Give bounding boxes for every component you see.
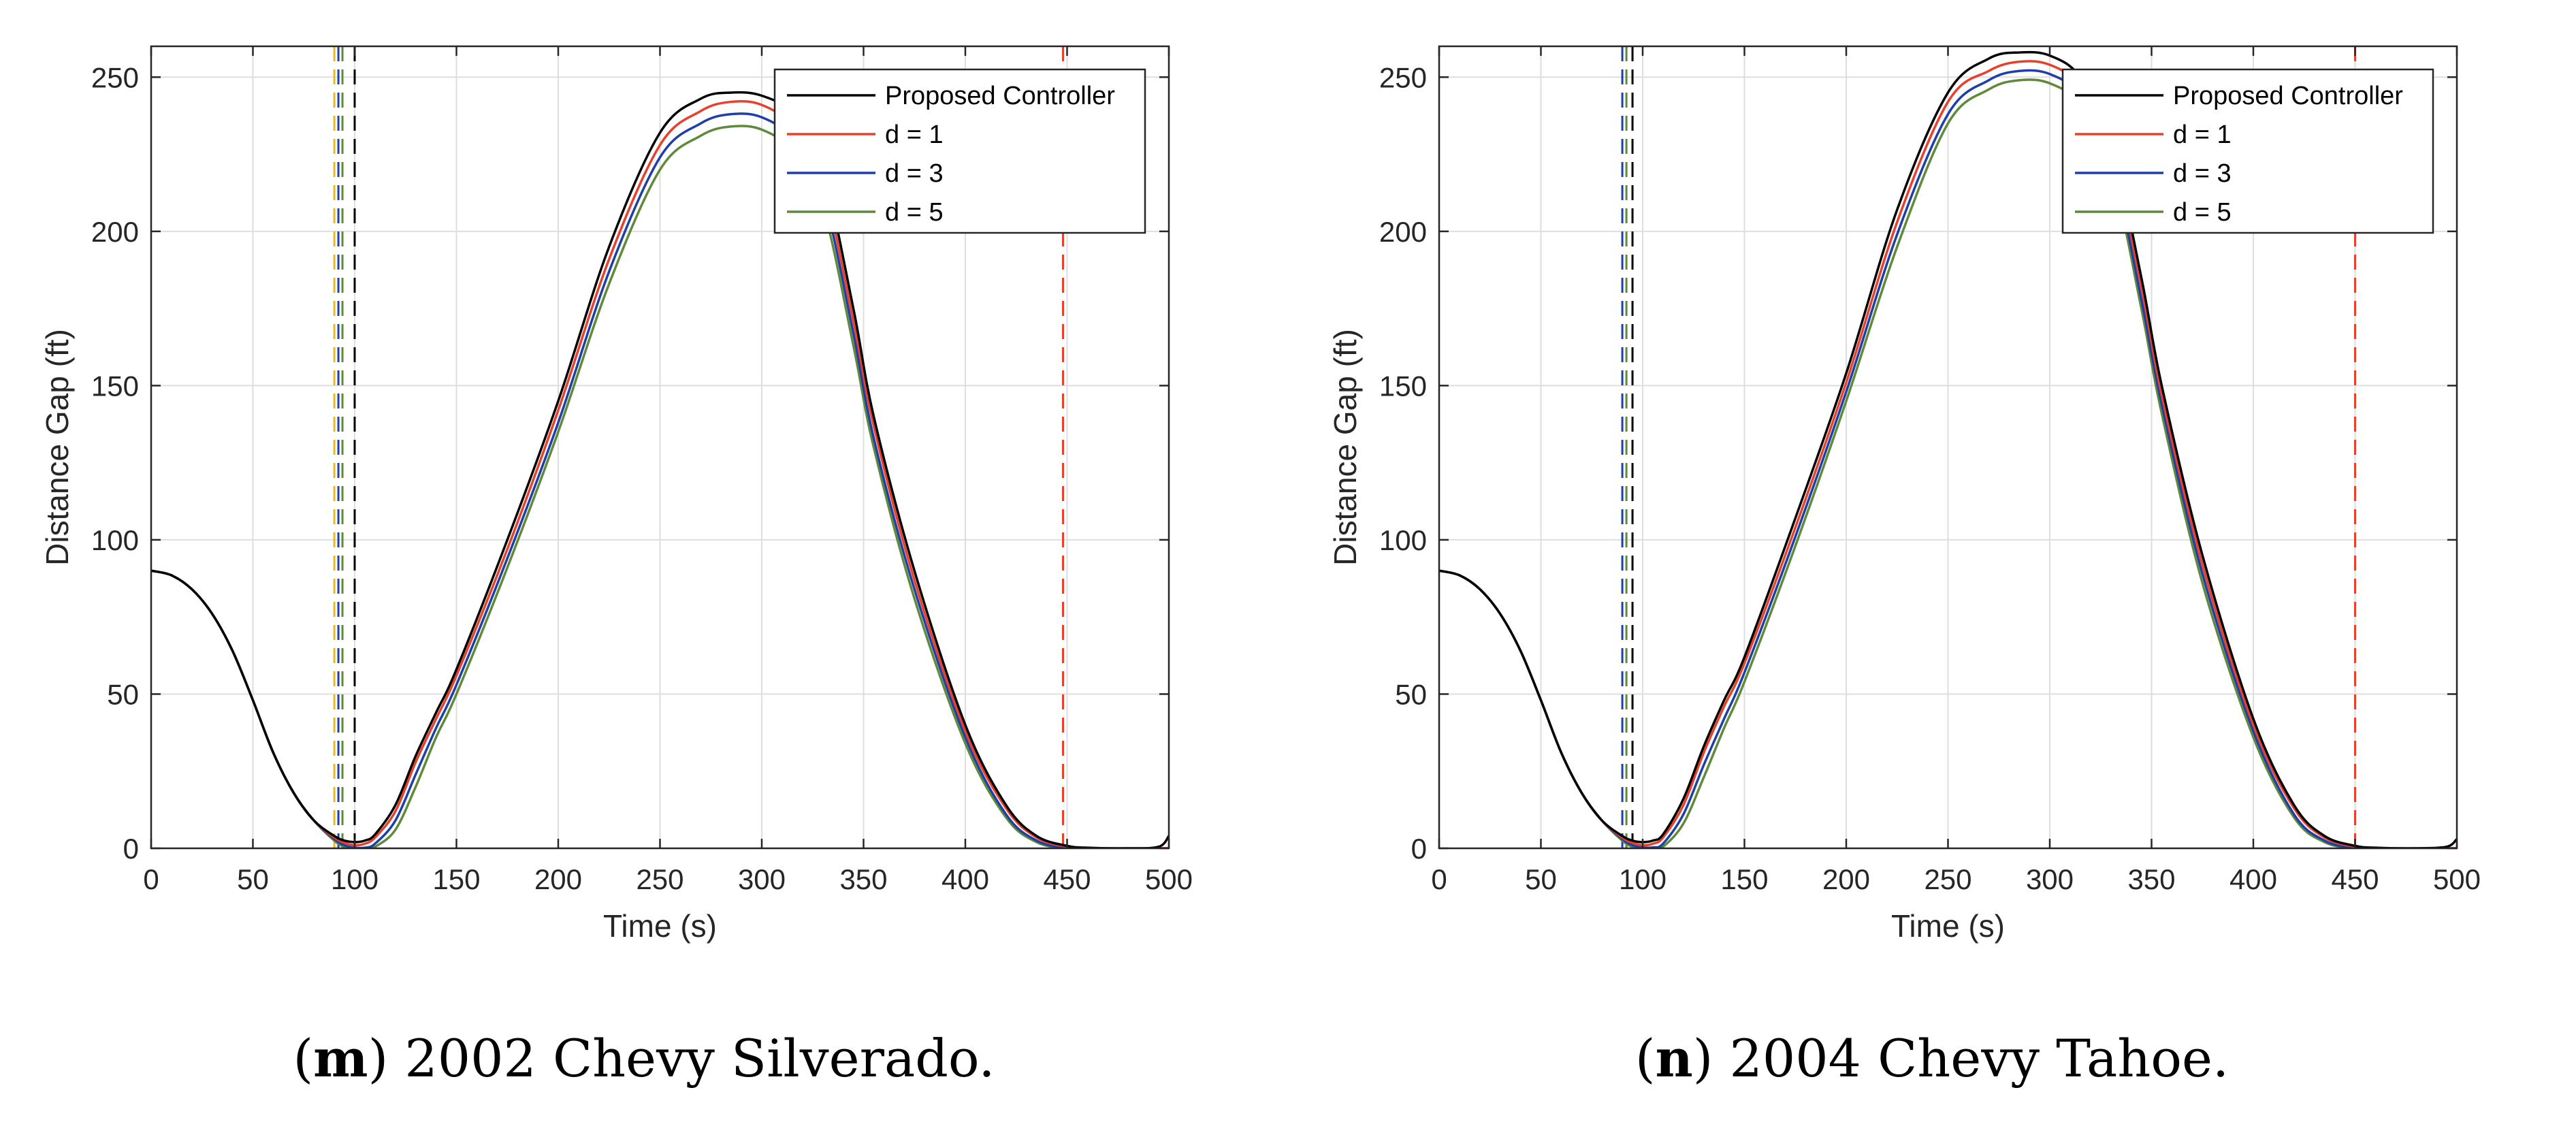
legend-box [2061,68,2434,234]
x-axis-label: Time (s) [603,908,717,944]
caption-text: ) 2004 Chevy Tahoe. [1692,1028,2229,1089]
x-tick-label: 50 [1525,863,1557,895]
legend-entry: Proposed Controller [2173,82,2403,110]
x-tick-label: 100 [331,863,379,895]
y-tick-label: 250 [91,61,139,93]
caption-letter: m [313,1028,368,1089]
caption-letter: n [1655,1028,1693,1089]
chart-panel-n: 0 50 100 150 200 250 300 350 400 450 500 0 50 100 150 2… [1288,0,2576,1122]
y-tick-label: 50 [1395,678,1427,710]
x-tick-label: 350 [839,863,887,895]
legend-entry: d = 5 [2173,198,2232,227]
y-tick-label: 100 [1379,524,1427,556]
x-tick-label: 200 [534,863,582,895]
x-tick-label: 250 [1924,863,1971,895]
x-tick-label: 150 [432,863,480,895]
x-tick-label: 450 [1043,863,1091,895]
x-tick-label: 200 [1822,863,1870,895]
series-line-proposed-controller [1439,50,2457,848]
line-chart-n: 0 50 100 150 200 250 300 350 400 450 500 0 50 100 150 2… [1327,45,2481,944]
x-tick-label: 0 [143,863,159,895]
x-tick-label: 250 [636,863,683,895]
legend-entry: d = 3 [885,159,944,188]
y-axis-label: Distance Gap (ft) [1327,329,1363,566]
line-chart-m: 0 50 100 150 200 250 300 350 400 450 500 0 50 100 150 2… [39,45,1193,944]
chart-panel-m: 0 50 100 150 200 250 300 350 400 450 500 0 50 100 150 2… [39,45,1193,1089]
caption-n: (n) 2004 Chevy Tahoe. [1635,1028,2229,1089]
x-tick-label: 400 [2229,863,2277,895]
series-group [151,91,1169,848]
legend-entry: d = 1 [885,121,944,149]
y-tick-label: 200 [91,216,139,248]
x-tick-label: 450 [2331,863,2379,895]
x-axis-label: Time (s) [1891,908,2005,944]
x-tick-label: 300 [2026,863,2074,895]
caption-text: ) 2002 Chevy Silverado. [368,1028,995,1089]
legend: Proposed Controller d = 1 d = 3 d = 5 [773,68,1146,234]
x-tick-label: 100 [1619,863,1667,895]
legend-entry: d = 3 [2173,159,2232,188]
x-tick-label: 50 [237,863,269,895]
legend-entry: d = 1 [2173,121,2232,149]
caption-m: (m) 2002 Chevy Silverado. [293,1028,995,1089]
x-tick-label: 300 [738,863,786,895]
legend: Proposed Controller d = 1 d = 3 d = 5 [2061,68,2434,234]
y-tick-label: 150 [1379,370,1427,402]
y-axis-label: Distance Gap (ft) [39,329,75,566]
x-tick-label: 150 [1720,863,1768,895]
x-tick-label: 0 [1431,863,1447,895]
x-tick-label: 500 [2433,863,2481,895]
x-tick-label: 400 [941,863,989,895]
y-tick-label: 100 [91,524,139,556]
y-tick-label: 200 [1379,216,1427,248]
y-tick-label: 50 [107,678,139,710]
legend-entry: d = 5 [885,198,944,227]
series-line-proposed-controller [151,91,1169,848]
y-tick-label: 250 [1379,61,1427,93]
y-tick-label: 0 [1411,833,1427,865]
legend-box [773,68,1146,234]
y-tick-label: 150 [91,370,139,402]
y-tick-label: 0 [123,833,139,865]
x-tick-label: 500 [1145,863,1193,895]
x-tick-label: 350 [2127,863,2175,895]
legend-entry: Proposed Controller [885,82,1115,110]
series-group [1439,50,2457,848]
